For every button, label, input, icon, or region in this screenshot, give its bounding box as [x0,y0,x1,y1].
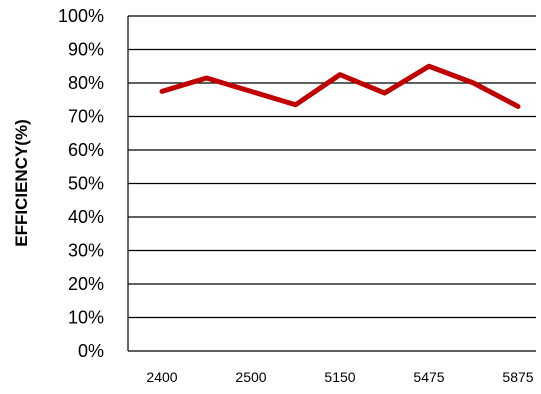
y-tick-label: 40% [68,207,104,227]
y-tick-label: 90% [68,40,104,60]
y-tick-label: 0% [78,341,104,361]
series-lines [159,63,521,109]
y-tick-label: 60% [68,140,104,160]
x-tick-label: 5150 [324,369,355,385]
axes [127,16,536,352]
y-tick-label: 100% [58,6,104,26]
y-tick-label: 20% [68,274,104,294]
x-tick-label: 2400 [146,369,177,385]
series-line-0 [159,63,521,109]
y-tick-label: 30% [68,241,104,261]
grid-lines [128,15,536,319]
y-tick-label: 80% [68,73,104,93]
x-tick-label: 5475 [413,369,444,385]
y-tick-labels: 0% 10% 20% 30% 40% 50% 60% 70% 80% 90% 100% [58,6,104,361]
x-tick-label: 2500 [235,369,266,385]
y-tick-label: 70% [68,107,104,127]
y-tick-label: 50% [68,174,104,194]
x-tick-label: 5875 [502,369,533,385]
x-tick-labels: 2400 2500 5150 5475 5875 [146,369,533,385]
y-axis-label: EFFICIENCY(%) [12,119,31,247]
y-tick-label: 10% [68,308,104,328]
